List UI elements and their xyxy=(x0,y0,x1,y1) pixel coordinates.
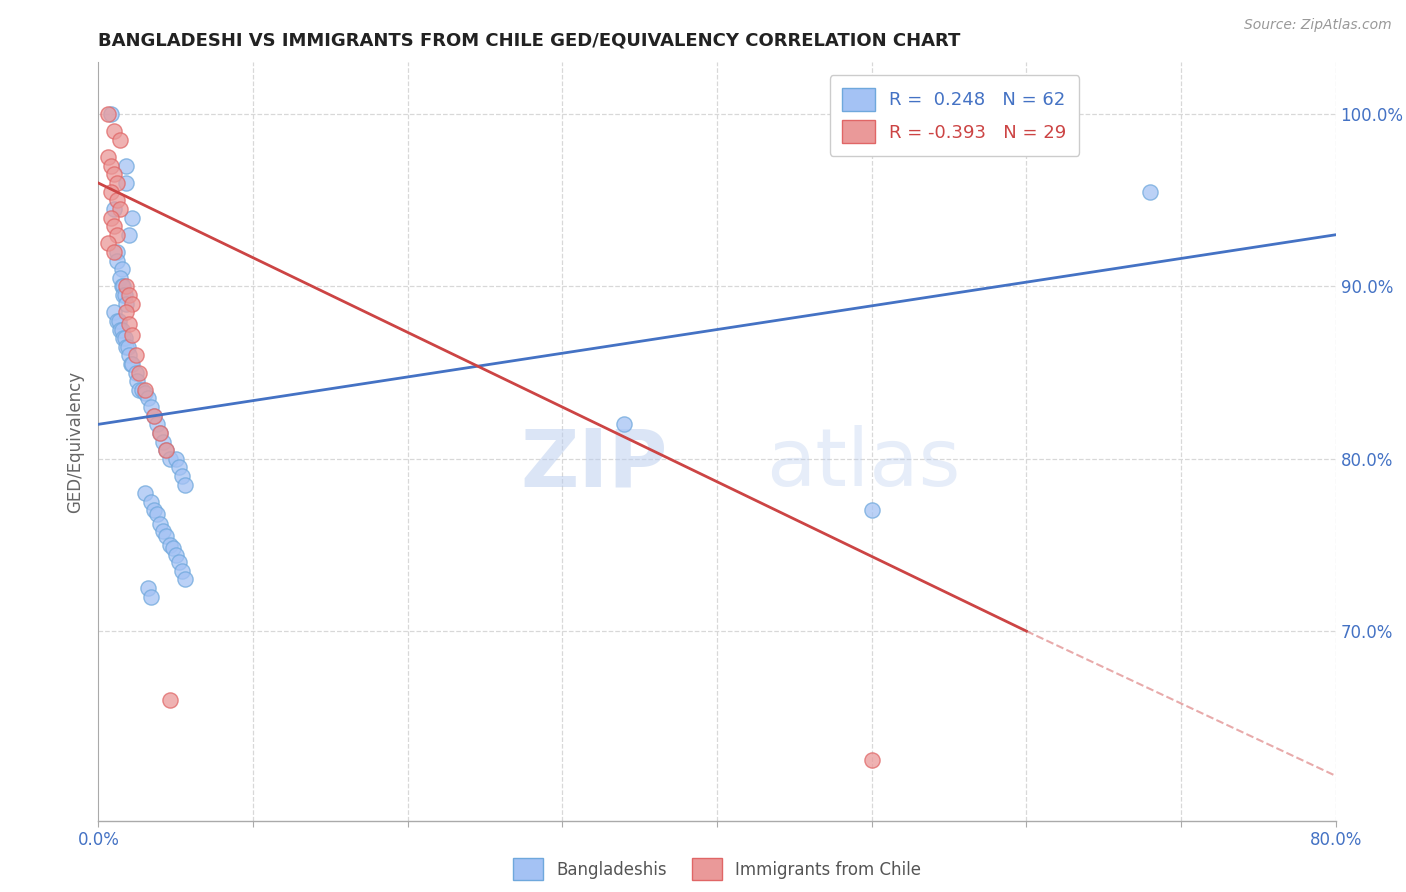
Point xyxy=(114,288,136,302)
Point xyxy=(100,159,122,173)
Point xyxy=(121,357,143,371)
Point xyxy=(155,443,177,458)
Point xyxy=(146,417,169,432)
Point xyxy=(121,327,143,342)
Point xyxy=(155,529,177,543)
Point xyxy=(103,202,125,216)
Point xyxy=(105,227,128,242)
Point xyxy=(165,451,187,466)
Point xyxy=(143,409,166,423)
Point xyxy=(100,211,122,225)
Point xyxy=(143,503,166,517)
Point xyxy=(103,305,125,319)
Point xyxy=(105,244,128,259)
Point xyxy=(115,305,138,319)
Point xyxy=(121,211,143,225)
Point xyxy=(97,236,120,251)
Point xyxy=(136,581,159,595)
Point xyxy=(111,322,132,336)
Point xyxy=(111,279,132,293)
Point xyxy=(103,219,125,234)
Point xyxy=(105,194,128,208)
Point xyxy=(105,176,128,190)
Point xyxy=(159,451,181,466)
Text: BANGLADESHI VS IMMIGRANTS FROM CHILE GED/EQUIVALENCY CORRELATION CHART: BANGLADESHI VS IMMIGRANTS FROM CHILE GED… xyxy=(98,32,960,50)
Point xyxy=(139,495,162,509)
Point xyxy=(162,541,184,556)
Point xyxy=(155,443,177,458)
Point xyxy=(112,279,135,293)
Point xyxy=(108,322,131,336)
Point xyxy=(124,366,146,380)
Point xyxy=(146,507,169,521)
Point xyxy=(128,366,150,380)
Point xyxy=(100,185,122,199)
Point xyxy=(108,270,131,285)
Point xyxy=(1139,185,1161,199)
Point xyxy=(115,296,138,310)
Point xyxy=(120,357,142,371)
Point xyxy=(118,227,141,242)
Point xyxy=(139,590,162,604)
Point xyxy=(124,348,146,362)
Point xyxy=(117,340,139,354)
Point xyxy=(114,331,136,345)
Point xyxy=(103,124,125,138)
Point xyxy=(115,176,138,190)
Point xyxy=(115,159,138,173)
Point xyxy=(165,548,187,562)
Legend: Bangladeshis, Immigrants from Chile: Bangladeshis, Immigrants from Chile xyxy=(505,850,929,888)
Point xyxy=(167,460,190,475)
Point xyxy=(108,133,131,147)
Point xyxy=(170,469,193,483)
Point xyxy=(118,348,141,362)
Point xyxy=(118,318,141,332)
Point xyxy=(121,296,143,310)
Point xyxy=(149,425,172,440)
Point xyxy=(118,288,141,302)
Point xyxy=(112,288,135,302)
Point xyxy=(128,383,150,397)
Point xyxy=(149,425,172,440)
Point xyxy=(170,564,193,578)
Point xyxy=(115,279,138,293)
Point xyxy=(112,331,135,345)
Point xyxy=(139,400,162,414)
Point xyxy=(149,517,172,532)
Point xyxy=(159,693,181,707)
Text: atlas: atlas xyxy=(766,425,960,503)
Point xyxy=(136,392,159,406)
Y-axis label: GED/Equivalency: GED/Equivalency xyxy=(66,370,84,513)
Point xyxy=(174,573,197,587)
Point xyxy=(152,434,174,449)
Text: ZIP: ZIP xyxy=(520,425,668,503)
Point xyxy=(103,244,125,259)
Point xyxy=(127,374,149,388)
Point xyxy=(97,107,120,121)
Point xyxy=(111,262,132,277)
Point xyxy=(134,383,156,397)
Point xyxy=(167,555,190,569)
Point xyxy=(105,253,128,268)
Point xyxy=(159,538,181,552)
Point xyxy=(613,417,636,432)
Point xyxy=(100,107,122,121)
Point xyxy=(131,383,153,397)
Text: Source: ZipAtlas.com: Source: ZipAtlas.com xyxy=(1244,18,1392,32)
Point xyxy=(134,486,156,500)
Point xyxy=(860,503,883,517)
Point xyxy=(103,168,125,182)
Point xyxy=(860,753,883,767)
Point xyxy=(105,314,128,328)
Point xyxy=(134,386,156,401)
Point xyxy=(174,477,197,491)
Point xyxy=(152,524,174,538)
Point xyxy=(143,409,166,423)
Point xyxy=(107,314,129,328)
Point xyxy=(108,202,131,216)
Point xyxy=(97,150,120,164)
Point xyxy=(115,340,138,354)
